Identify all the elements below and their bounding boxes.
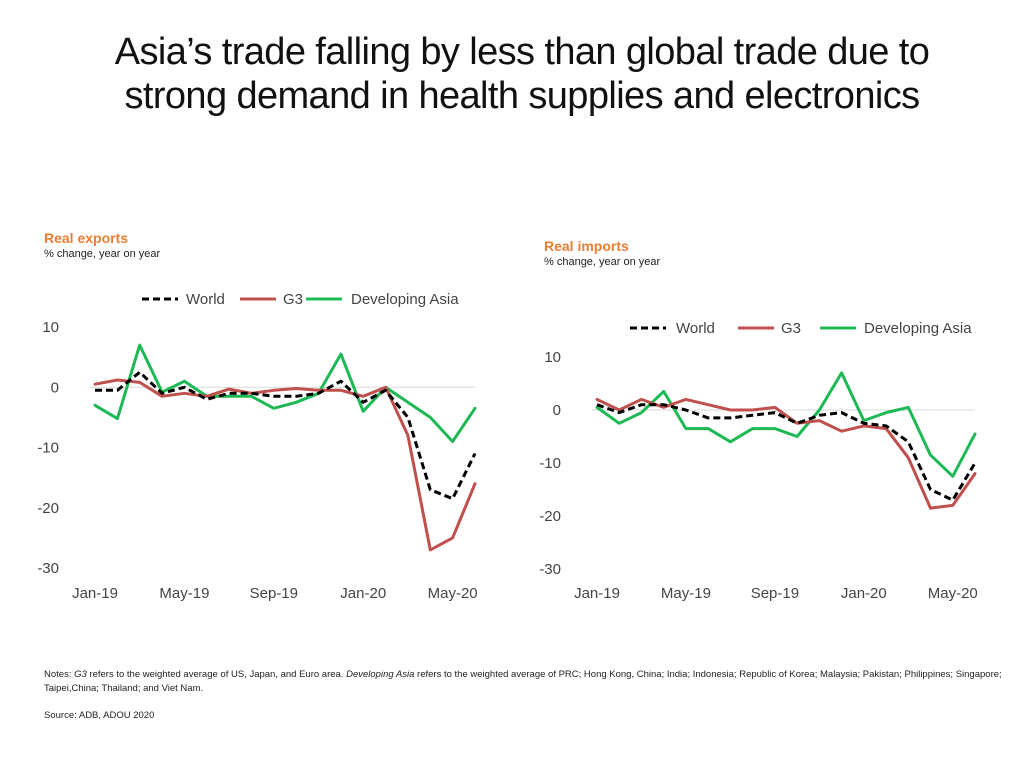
exports-xtick-label: May-19 [159, 585, 209, 602]
slide-title: Asia’s trade falling by less than global… [20, 30, 1024, 118]
exports-chart-subtitle: % change, year on year [44, 248, 161, 260]
imports-ytick-label: -10 [539, 455, 561, 472]
imports-legend-label-g3: G3 [781, 320, 801, 337]
exports-xtick-label: Sep-19 [250, 585, 298, 602]
exports-xtick-label: Jan-20 [340, 585, 386, 602]
exports-ytick-label: 10 [42, 319, 59, 336]
slide-title-line-2: strong demand in health supplies and ele… [124, 75, 920, 117]
exports-ytick-label: -10 [37, 440, 59, 457]
imports-xtick-label: Jan-20 [841, 585, 887, 602]
imports-legend-label-world: World [676, 320, 715, 337]
imports-series-g3 [595, 397, 977, 510]
imports-chart-title: Real imports [544, 238, 629, 254]
exports-chart: 10 0 -10 -20 -30 Jan-19 May-19 Sep-19 Jan-20 May-… [37, 291, 478, 602]
exports-legend-label-g3: G3 [283, 291, 303, 308]
notes-label: Notes: [44, 669, 75, 680]
imports-xtick-label: May-20 [928, 585, 978, 602]
imports-chart: 10 0 -10 -20 -30 Jan-19 May-19 Sep-19 Jan-20 May-… [539, 320, 978, 602]
slide-title-line-1: Asia’s trade falling by less than global… [114, 31, 930, 73]
imports-chart-header: Real imports % change, year on year [544, 238, 660, 268]
imports-xtick-label: May-19 [661, 585, 711, 602]
imports-xtick-label: Jan-19 [574, 585, 620, 602]
exports-ytick-label: 0 [51, 379, 59, 396]
exports-ytick-label: -30 [37, 560, 59, 577]
source-note: Source: ADB, ADOU 2020 [44, 710, 155, 721]
imports-legend-label-asia: Developing Asia [864, 320, 972, 337]
imports-ytick-label: 10 [544, 349, 561, 366]
exports-chart-title: Real exports [44, 230, 129, 246]
imports-series-world [596, 403, 977, 502]
imports-ytick-label: 0 [553, 402, 561, 419]
exports-chart-header: Real exports % change, year on year [44, 230, 160, 260]
exports-ytick-label: -20 [37, 500, 59, 517]
exports-series-world [95, 370, 477, 501]
footer-notes: Notes: G3 refers to the weighted average… [44, 668, 1004, 696]
imports-xtick-label: Sep-19 [751, 585, 799, 602]
exports-legend-label-world: World [186, 291, 225, 308]
notes-part-2: refers to the weighted average of PRC; H… [44, 669, 1002, 694]
developing-asia-term: Developing Asia [346, 669, 415, 680]
notes-part-1: refers to the weighted average of US, Ja… [86, 669, 347, 680]
imports-ytick-label: -20 [539, 508, 561, 525]
exports-series-asia [93, 343, 477, 443]
imports-chart-subtitle: % change, year on year [544, 256, 661, 268]
g3-term: G3 [74, 669, 87, 680]
exports-series-g3 [93, 378, 477, 552]
exports-xtick-label: Jan-19 [72, 585, 118, 602]
exports-xtick-label: May-20 [428, 585, 478, 602]
exports-legend-label-asia: Developing Asia [351, 291, 459, 308]
imports-series-asia [595, 371, 977, 478]
imports-ytick-label: -30 [539, 561, 561, 578]
